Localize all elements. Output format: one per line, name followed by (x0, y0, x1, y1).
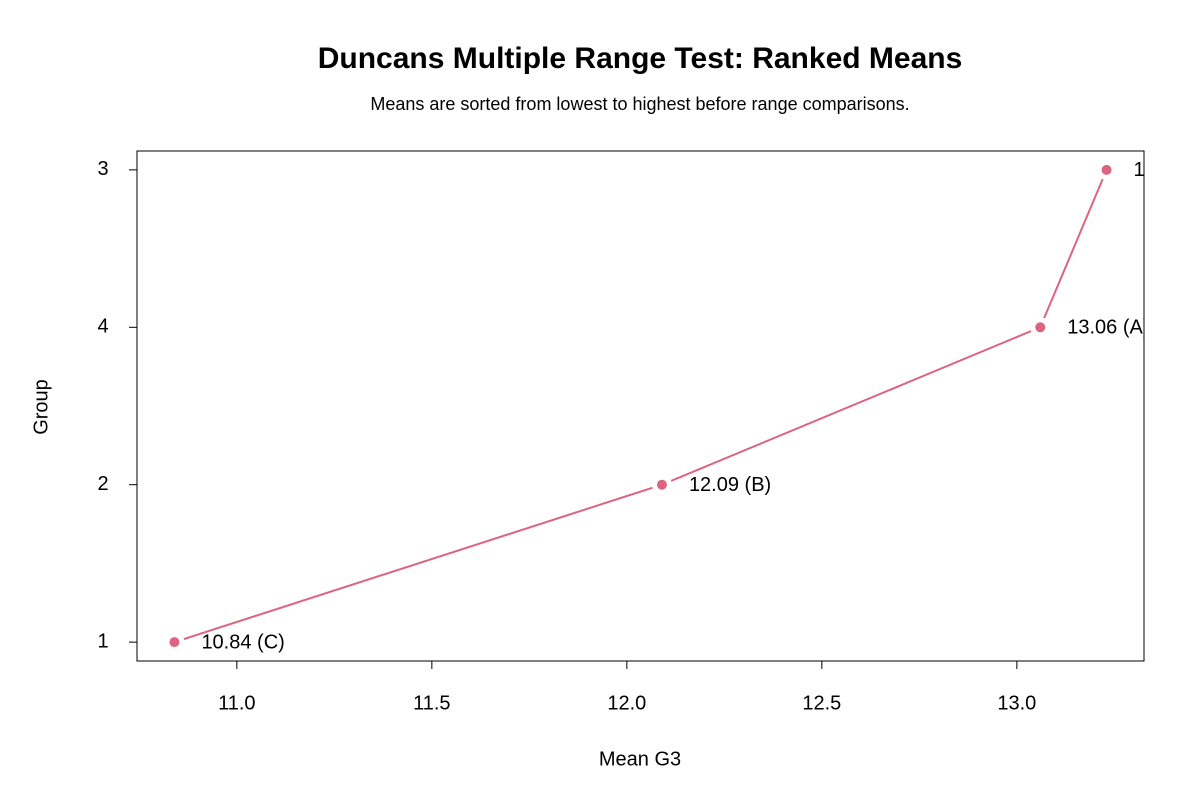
point (169, 637, 180, 648)
y-tick-label: 1 (97, 630, 108, 652)
value-label: 13.06 (A) (1067, 317, 1149, 339)
x-tick-label: 12.5 (802, 692, 841, 714)
x-tick-label: 12.0 (607, 692, 646, 714)
point (1035, 322, 1046, 333)
chart-subtitle: Means are sorted from lowest to highest … (370, 94, 909, 114)
label-layer: 10.84 (C) 12.09 (B) 13.06 (A) 13.23 (A) (201, 159, 1200, 653)
y-tick-label: 4 (97, 316, 108, 338)
y-axis-label: Group (30, 379, 52, 435)
x-tick-label: 11.5 (413, 692, 450, 714)
plot-frame (136, 150, 1145, 662)
point (656, 479, 667, 490)
point (1101, 164, 1112, 175)
y-tick-label: 2 (97, 473, 108, 495)
line (174, 169, 1108, 644)
value-label: 13.23 (A) (1134, 159, 1200, 181)
chart-title: Duncans Multiple Range Test: Ranked Mean… (318, 42, 963, 75)
value-label: 10.84 (C) (201, 631, 284, 653)
value-label: 12.09 (B) (689, 474, 771, 496)
x-tick-label: 11.0 (218, 692, 255, 714)
x-axis-label: Mean G3 (599, 748, 681, 770)
y-tick-label: 3 (97, 158, 108, 180)
x-tick-label: 13.0 (997, 692, 1036, 714)
